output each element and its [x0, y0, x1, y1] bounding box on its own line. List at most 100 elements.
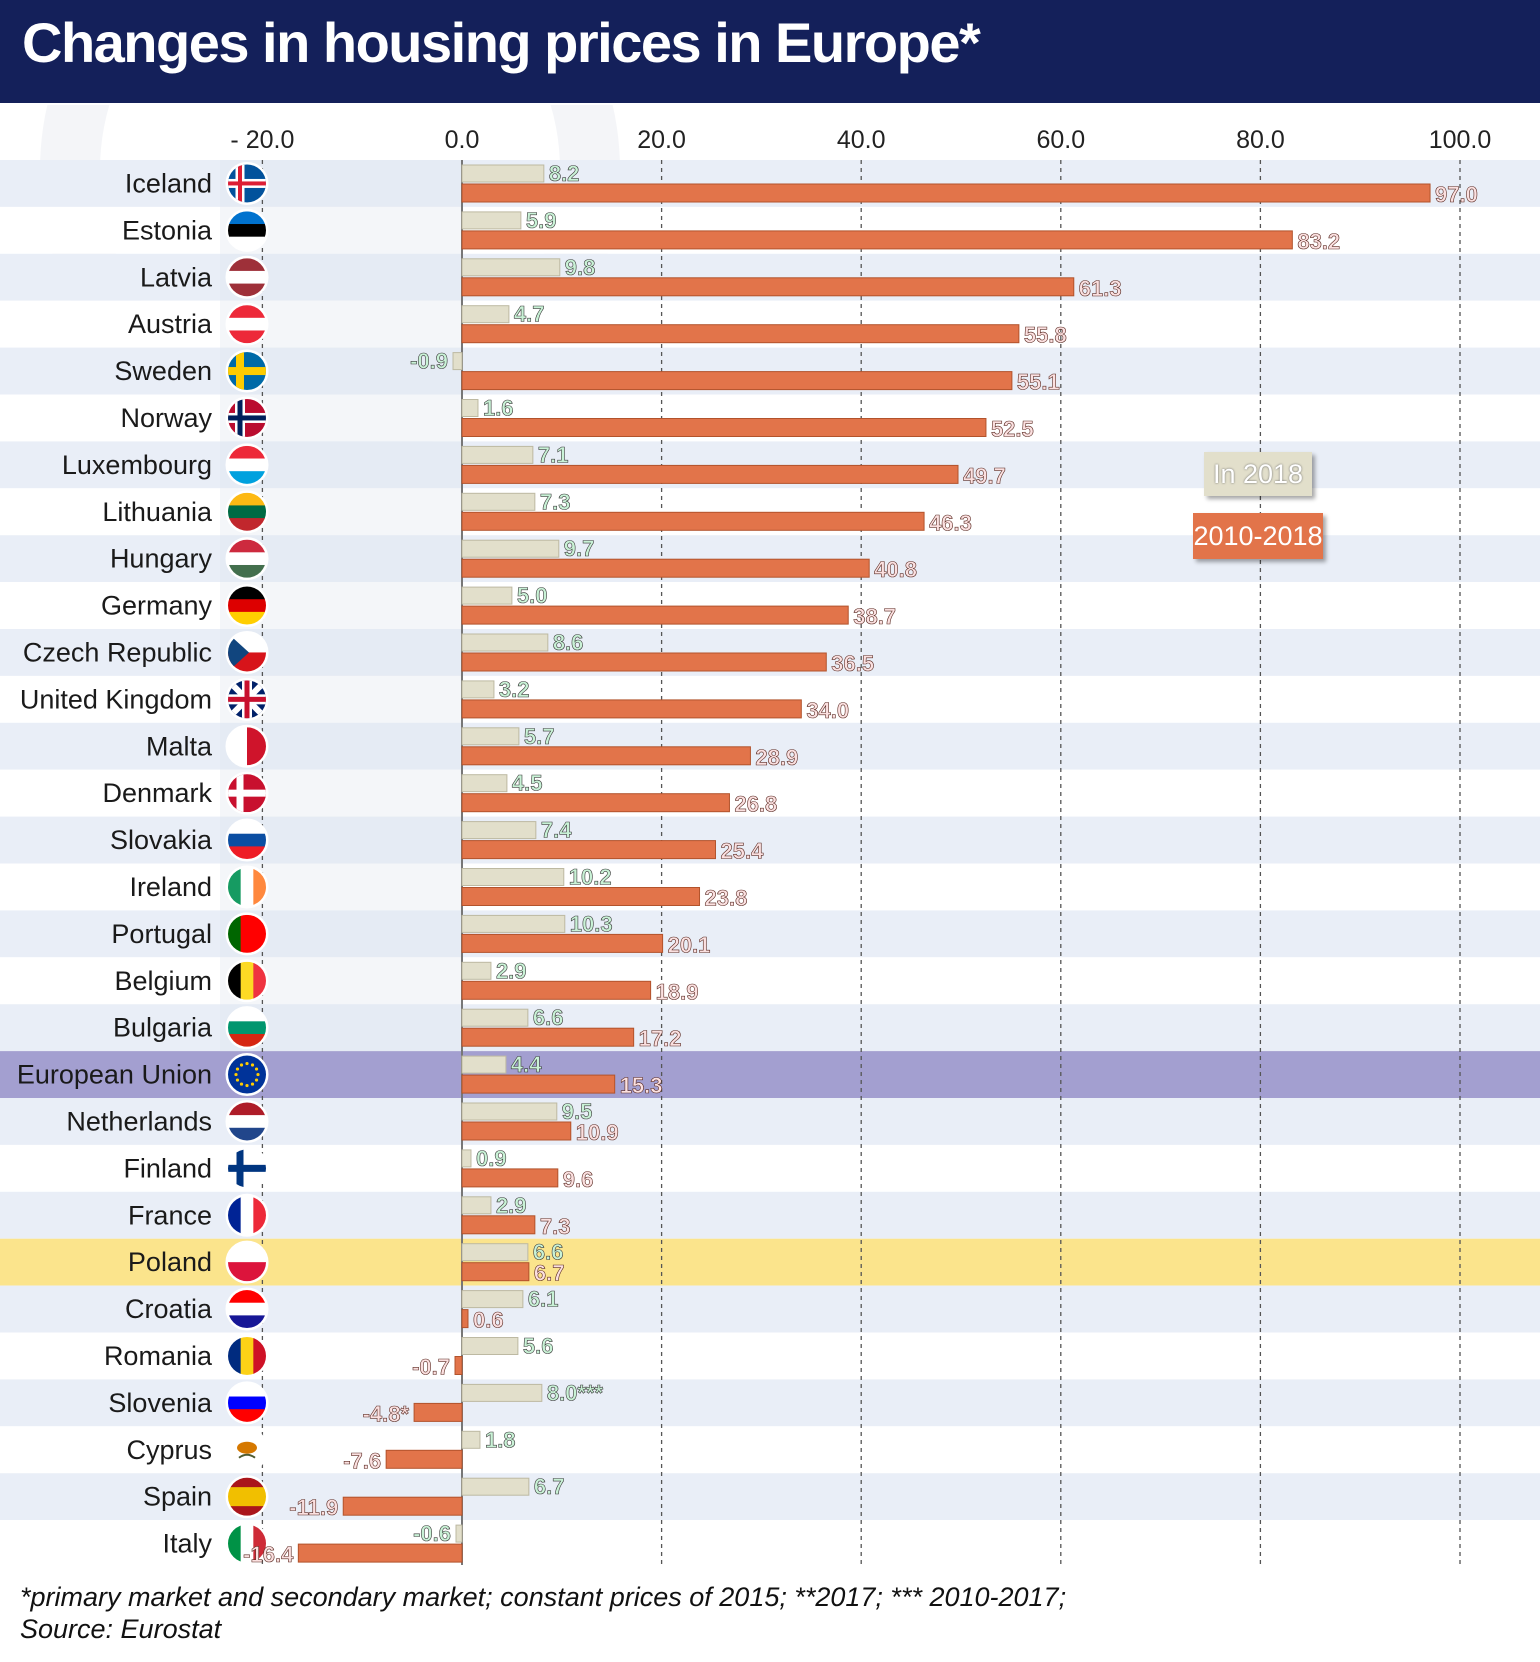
legend-in-2018: In 2018	[1204, 452, 1312, 496]
bar-period-cyprus	[385, 1449, 463, 1469]
bar-2018-austria	[461, 305, 510, 324]
data-label-period-spain: -11.9	[289, 1495, 338, 1520]
france-flag-icon	[225, 1193, 269, 1237]
x-tick-label: 80.0	[1236, 126, 1285, 154]
bar-2018-france	[461, 1196, 492, 1215]
bar-2018-bulgaria	[461, 1008, 529, 1027]
latvia-flag-icon	[225, 255, 269, 299]
data-label-2018-finland: 0.9	[476, 1146, 507, 1171]
category-label-iceland: Iceland	[125, 168, 212, 198]
data-label-2018-netherlands: 9.5	[562, 1099, 593, 1124]
data-label-period-latvia: 61.3	[1079, 276, 1122, 301]
data-label-period-norway: 52.5	[991, 417, 1034, 442]
data-label-period-sweden: 55.1	[1017, 370, 1060, 395]
bar-period-czech-republic	[461, 652, 827, 672]
data-label-2018-estonia: 5.9	[526, 208, 557, 233]
data-label-2018-bulgaria: 6.6	[533, 1005, 564, 1030]
category-label-estonia: Estonia	[122, 215, 213, 245]
bar-period-ireland	[461, 887, 701, 906]
bar-2018-united-kingdom	[461, 680, 495, 699]
bar-period-latvia	[461, 277, 1075, 297]
category-label-france: France	[128, 1200, 212, 1230]
category-label-european-union: European Union	[17, 1060, 212, 1090]
bar-2018-slovenia	[461, 1383, 543, 1402]
bar-period-norway	[461, 418, 987, 437]
bar-2018-estonia	[461, 211, 522, 230]
data-label-2018-spain: 6.7	[534, 1474, 565, 1499]
bar-chart: - 20.0 0.0 20.0 40.0 60.0 80.0 100.0 Iceland 8.2…	[0, 103, 1540, 1567]
chart-title: Changes in housing prices in Europe*	[22, 11, 981, 74]
denmark-flag-icon	[225, 771, 269, 815]
bar-2018-germany	[461, 586, 513, 605]
luxembourg-flag-icon	[225, 443, 269, 487]
data-label-2018-czech-republic: 8.6	[553, 630, 584, 655]
portugal-flag-icon	[225, 912, 269, 956]
bar-2018-slovakia	[461, 821, 537, 840]
category-label-lithuania: Lithuania	[102, 497, 213, 527]
poland-flag-icon	[225, 1240, 269, 1284]
bar-period-romania	[454, 1356, 463, 1375]
finland-flag-icon	[225, 1146, 269, 1190]
data-label-period-romania: -0.7	[412, 1355, 450, 1380]
category-label-spain: Spain	[143, 1482, 212, 1512]
slovakia-flag-icon	[225, 818, 269, 862]
bar-2018-italy	[455, 1524, 463, 1543]
malta-flag-icon	[225, 724, 269, 768]
bar-2018-iceland	[461, 164, 545, 183]
category-label-slovenia: Slovenia	[108, 1388, 213, 1418]
bar-period-austria	[461, 324, 1020, 344]
bar-2018-ireland	[461, 868, 565, 886]
category-label-latvia: Latvia	[140, 262, 213, 292]
x-tick-label: 0.0	[445, 126, 480, 154]
bar-period-united-kingdom	[461, 699, 802, 719]
bar-period-estonia	[461, 230, 1293, 250]
bar-period-slovakia	[461, 840, 716, 860]
bar-period-italy	[297, 1543, 463, 1563]
x-tick-label: 20.0	[637, 126, 686, 154]
data-label-period-bulgaria: 17.2	[639, 1026, 682, 1051]
bar-period-hungary	[461, 558, 870, 578]
legend-2010-2018: 2010-2018	[1193, 513, 1323, 559]
ireland-flag-icon	[225, 865, 269, 909]
x-tick-label: 100.0	[1429, 126, 1492, 154]
x-tick-label: - 20.0	[230, 126, 294, 154]
data-label-period-netherlands: 10.9	[576, 1120, 619, 1145]
data-label-period-germany: 38.7	[853, 604, 896, 629]
category-label-united-kingdom: United Kingdom	[20, 684, 212, 714]
norway-flag-icon	[225, 396, 269, 440]
data-label-period-lithuania: 46.3	[929, 510, 972, 535]
bar-2018-czech-republic	[461, 633, 549, 652]
croatia-flag-icon	[225, 1287, 269, 1331]
data-label-2018-france: 2.9	[496, 1193, 527, 1218]
data-label-period-denmark: 26.8	[734, 792, 777, 817]
x-tick-label: 40.0	[837, 126, 886, 154]
bar-2018-luxembourg	[461, 445, 534, 464]
data-label-period-slovakia: 25.4	[720, 839, 764, 864]
header-banner: Changes in housing prices in Europe*	[0, 0, 1540, 103]
bar-2018-sweden	[452, 352, 463, 371]
bar-2018-cyprus	[461, 1430, 481, 1449]
category-label-hungary: Hungary	[110, 544, 213, 574]
category-label-luxembourg: Luxembourg	[62, 450, 212, 480]
bar-period-bulgaria	[461, 1027, 635, 1047]
bar-period-france	[461, 1215, 536, 1235]
bar-2018-lithuania	[461, 492, 536, 511]
bar-period-malta	[461, 746, 751, 766]
data-label-2018-hungary: 9.7	[564, 536, 595, 561]
data-label-2018-united-kingdom: 3.2	[499, 677, 530, 702]
romania-flag-icon	[225, 1334, 269, 1378]
bar-2018-romania	[461, 1337, 519, 1355]
bar-period-finland	[461, 1168, 559, 1188]
hungary-flag-icon	[225, 537, 269, 581]
austria-flag-icon	[225, 302, 269, 346]
netherlands-flag-icon	[225, 1099, 269, 1143]
data-label-period-ireland: 23.8	[705, 886, 748, 911]
x-tick-label: 60.0	[1036, 126, 1085, 154]
data-label-period-poland: 6.7	[534, 1261, 565, 1286]
data-label-2018-denmark: 4.5	[512, 771, 543, 796]
united-kingdom-flag-icon	[225, 677, 269, 721]
data-label-period-portugal: 20.1	[668, 932, 711, 957]
category-label-poland: Poland	[128, 1247, 212, 1277]
data-label-2018-slovakia: 7.4	[541, 818, 572, 843]
bar-2018-poland	[461, 1243, 529, 1262]
